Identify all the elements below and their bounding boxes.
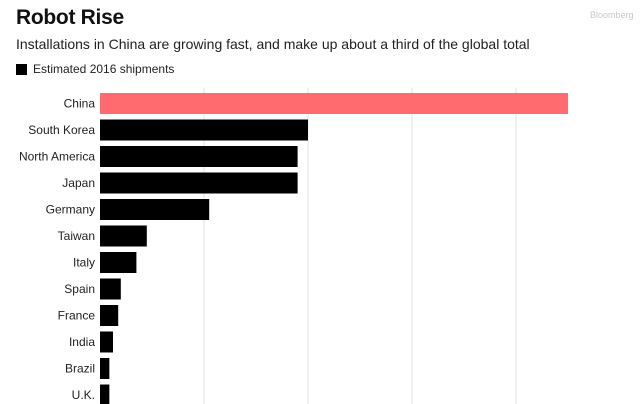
- legend: Estimated 2016 shipments: [16, 62, 174, 76]
- chart-title: Robot Rise: [16, 6, 124, 29]
- category-label: Germany: [46, 203, 95, 217]
- bar-north-america: [100, 146, 298, 167]
- bars: [100, 93, 568, 404]
- category-label: Spain: [64, 282, 95, 296]
- bar-u-k: [100, 384, 110, 404]
- bar-brazil: [100, 358, 110, 379]
- category-label: Brazil: [65, 362, 95, 376]
- bar-india: [100, 331, 113, 353]
- bar-germany: [100, 199, 210, 220]
- watermark-logo: Bloomberg: [590, 10, 634, 20]
- bar-south-korea: [100, 119, 308, 141]
- category-label: Italy: [73, 256, 95, 270]
- bar-france: [100, 305, 119, 326]
- bar-taiwan: [100, 225, 147, 247]
- category-label: China: [64, 97, 96, 111]
- category-labels: China South Korea North America Japan German…: [19, 97, 95, 403]
- legend-swatch: [16, 63, 27, 75]
- category-label: France: [58, 309, 96, 323]
- bar-italy: [100, 252, 137, 273]
- category-label: India: [69, 335, 95, 349]
- category-label: Japan: [62, 176, 95, 190]
- category-label: U.K.: [72, 388, 95, 402]
- bar-spain: [100, 278, 121, 300]
- chart-subtitle: Installations in China are growing fast,…: [16, 36, 530, 52]
- bar-china: [100, 93, 568, 114]
- category-label: North America: [19, 150, 95, 164]
- grid-lines: [203, 88, 517, 404]
- category-label: South Korea: [28, 123, 95, 137]
- legend-label: Estimated 2016 shipments: [33, 62, 175, 76]
- category-label: Taiwan: [58, 229, 95, 243]
- bar-japan: [100, 172, 298, 194]
